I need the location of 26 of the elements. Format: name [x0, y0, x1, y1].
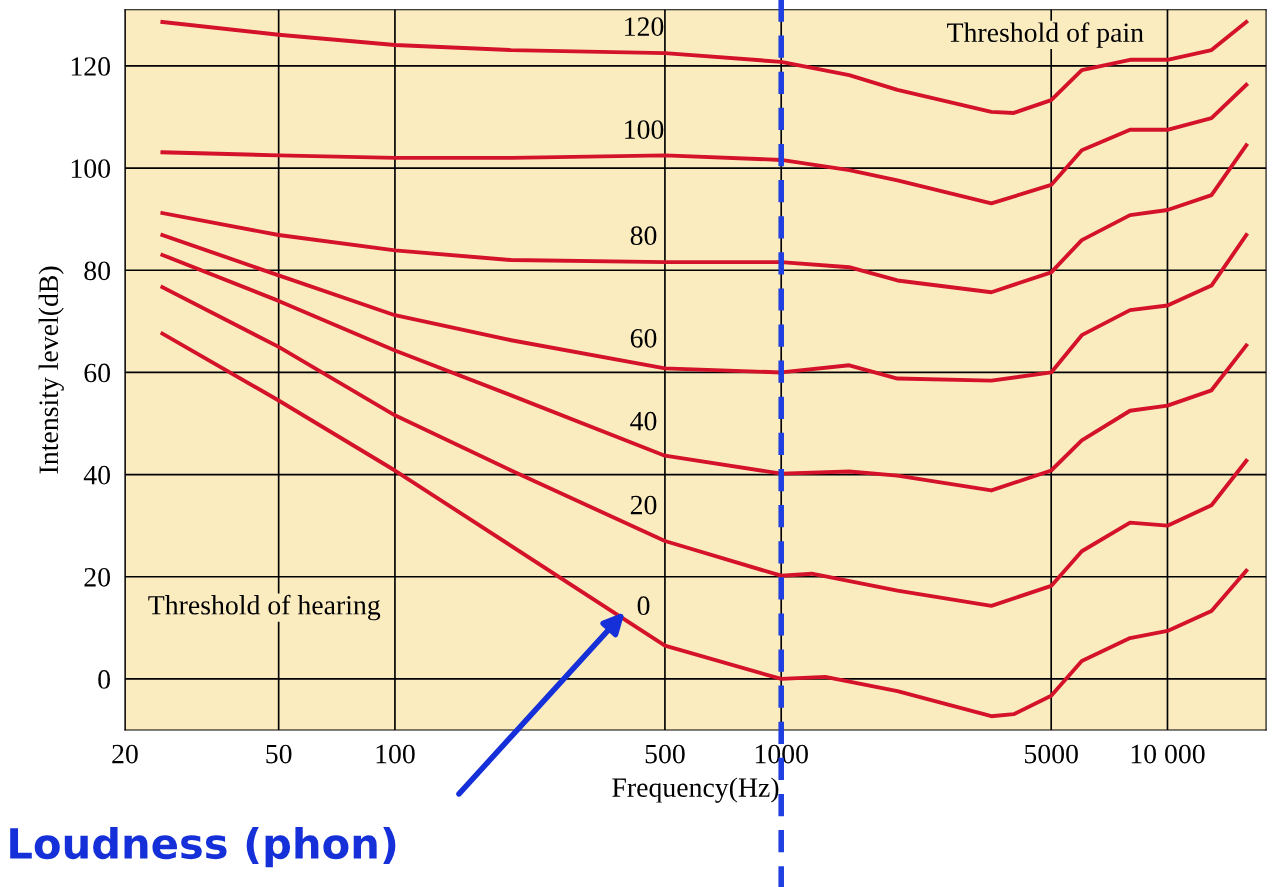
x-tick-label: 100 — [376, 744, 415, 764]
y-tick-label: 100 — [71, 159, 110, 179]
series-label: 60 — [630, 328, 657, 348]
text: Loudness (phon) — [10, 826, 396, 868]
y-tick-label: 20 — [84, 567, 110, 587]
x-tick-label: 1000 — [755, 744, 808, 764]
series-label: 100 — [625, 120, 664, 139]
series-label: 0 — [637, 596, 650, 616]
x-tick-label: 500 — [645, 744, 685, 764]
x-tick-label: 5000 — [1025, 744, 1078, 764]
x-axis-title: Frequency(Hz) — [612, 777, 779, 803]
x-tick-label: 20 — [112, 744, 138, 764]
series-label: 120 — [625, 17, 664, 36]
series-label: 40 — [630, 411, 657, 431]
x-tick-label: 10 000 — [1131, 744, 1205, 764]
series-label: 80 — [630, 226, 657, 246]
series-label: 20 — [630, 495, 657, 515]
y-axis-title: Intensity level(dB) — [38, 266, 64, 474]
x-tick-label: 50 — [266, 744, 292, 764]
y-tick-label: 0 — [98, 670, 110, 689]
y-tick-label: 40 — [83, 465, 110, 485]
y-tick-label: 60 — [84, 363, 110, 383]
y-tick-label: 80 — [84, 261, 110, 281]
y-tick-label: 120 — [71, 57, 110, 76]
annotation: Threshold of pain — [947, 22, 1144, 48]
annotation: Threshold of hearing — [148, 594, 381, 621]
